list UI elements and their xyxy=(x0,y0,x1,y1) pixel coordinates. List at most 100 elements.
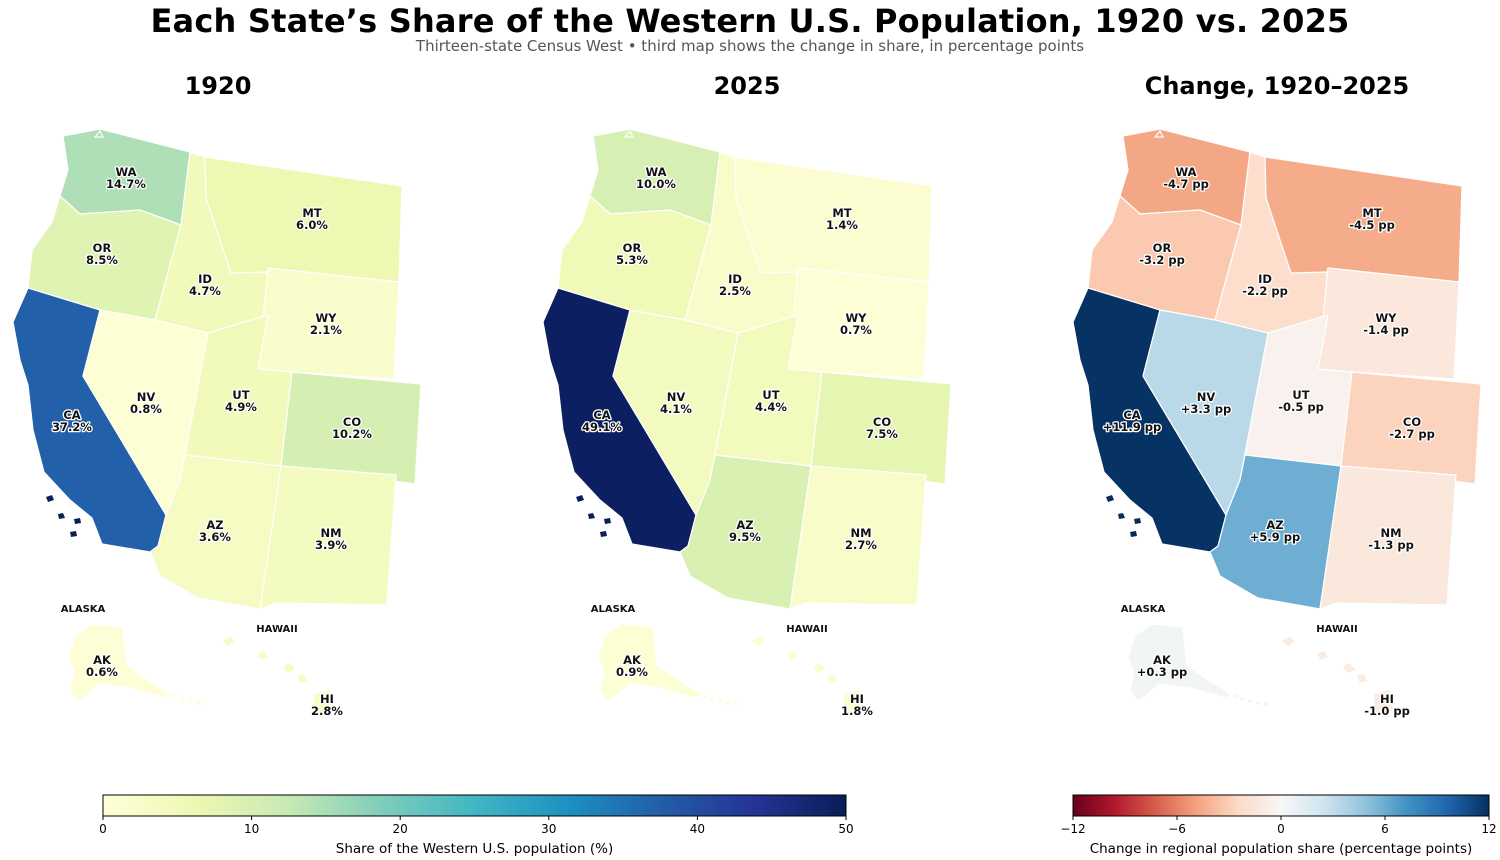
state-label-ca-1920: CA xyxy=(63,408,80,422)
share-colorbar-tick-label: 20 xyxy=(393,822,408,836)
state-label-wy-1920: WY xyxy=(315,311,337,325)
state-ak-island-2-1920 xyxy=(180,697,184,701)
state-value-wy-2025: 0.7% xyxy=(840,323,872,337)
state-ca-channel-island-4-change xyxy=(1130,531,1137,537)
state-value-ca-change: +11.9 pp xyxy=(1103,420,1161,434)
state-value-id-change: -2.2 pp xyxy=(1242,284,1288,298)
change-colorbar-tick-label: 0 xyxy=(1277,822,1285,836)
state-ak-island-4-1920 xyxy=(196,701,200,705)
state-value-wy-change: -1.4 pp xyxy=(1363,323,1409,337)
change-colorbar-tick-label: −6 xyxy=(1168,822,1186,836)
state-label-nv-1920: NV xyxy=(137,390,156,404)
state-label-az-change: AZ xyxy=(1266,518,1283,532)
change-colorbar-tick-label: −12 xyxy=(1060,822,1085,836)
state-label-nm-2025: NM xyxy=(850,526,871,540)
state-ca-channel-island-1-2025 xyxy=(576,495,584,502)
state-hi-island-4-change xyxy=(1357,674,1367,683)
change-colorbar: −12 −6 0 6 12 Change in regional population s… xyxy=(1060,794,1497,857)
state-wa-island-1920 xyxy=(93,129,104,138)
state-value-co-2025: 7.5% xyxy=(866,427,898,441)
state-value-ca-2025: 49.1% xyxy=(582,420,622,434)
state-value-id-1920: 4.7% xyxy=(189,284,221,298)
inset-label-alaska-2025: ALASKA xyxy=(591,604,636,615)
state-label-id-1920: ID xyxy=(198,272,212,286)
figure-subtitle: Thirteen-state Census West • third map s… xyxy=(415,37,1085,55)
state-ak-island-4-2025 xyxy=(726,701,730,705)
state-ak-island-1-change xyxy=(1233,694,1237,698)
state-ca-channel-island-2-2025 xyxy=(588,513,595,519)
state-ak-island-4-change xyxy=(1256,701,1260,705)
state-ak-island-3-change xyxy=(1248,699,1252,703)
state-hi-island-4-1920 xyxy=(297,674,307,683)
state-label-nv-2025: NV xyxy=(667,390,686,404)
state-nm-change xyxy=(1319,465,1457,610)
state-label-ut-change: UT xyxy=(1292,388,1309,402)
state-value-nm-1920: 3.9% xyxy=(315,538,347,552)
state-ca-channel-island-2-change xyxy=(1118,513,1125,519)
state-value-nm-change: -1.3 pp xyxy=(1368,538,1414,552)
state-co-1920 xyxy=(280,371,422,485)
state-value-hi-2025: 1.8% xyxy=(841,704,873,718)
state-hi-island-1-change xyxy=(1282,637,1295,646)
change-colorbar-tick-label: 12 xyxy=(1481,822,1496,836)
state-value-ca-1920: 37.2% xyxy=(52,420,92,434)
state-label-wy-2025: WY xyxy=(845,311,867,325)
state-ca-channel-island-4-2025 xyxy=(600,531,607,537)
inset-label-hawaii-change: HAWAII xyxy=(1316,624,1357,635)
state-value-wa-2025: 10.0% xyxy=(636,177,676,191)
state-label-mt-1920: MT xyxy=(302,206,321,220)
share-colorbar-tick-label: 0 xyxy=(99,822,107,836)
state-value-or-2025: 5.3% xyxy=(616,253,648,267)
state-label-nm-change: NM xyxy=(1380,526,1401,540)
state-ak-island-3-1920 xyxy=(188,699,192,703)
state-label-co-2025: CO xyxy=(873,415,891,429)
inset-label-hawaii-2025: HAWAII xyxy=(786,624,827,635)
panel-title-1920: 1920 xyxy=(184,72,252,100)
state-label-wa-2025: WA xyxy=(645,165,666,179)
state-ak-island-2-2025 xyxy=(710,697,714,701)
state-hi-island-1-2025 xyxy=(752,637,765,646)
inset-label-alaska-change: ALASKA xyxy=(1121,604,1166,615)
state-value-or-change: -3.2 pp xyxy=(1139,253,1185,267)
state-ca-channel-island-4-1920 xyxy=(70,531,77,537)
share-colorbar: 0 10 20 30 40 50 Share of the Western U.S. pop… xyxy=(99,794,854,857)
state-value-or-1920: 8.5% xyxy=(86,253,118,267)
state-value-az-2025: 9.5% xyxy=(729,530,761,544)
state-label-id-change: ID xyxy=(1258,272,1272,286)
state-value-id-2025: 2.5% xyxy=(719,284,751,298)
state-ca-channel-island-3-1920 xyxy=(74,518,81,524)
state-nm-1920 xyxy=(259,465,397,610)
state-value-co-change: -2.7 pp xyxy=(1389,427,1435,441)
state-value-hi-1920: 2.8% xyxy=(311,704,343,718)
state-value-ut-2025: 4.4% xyxy=(755,400,787,414)
state-value-ut-change: -0.5 pp xyxy=(1278,400,1324,414)
state-ca-channel-island-3-change xyxy=(1134,518,1141,524)
state-co-change xyxy=(1340,371,1482,485)
state-label-ut-1920: UT xyxy=(232,388,249,402)
state-label-nm-1920: NM xyxy=(320,526,341,540)
state-label-wy-change: WY xyxy=(1375,311,1397,325)
state-ca-channel-island-2-1920 xyxy=(58,513,65,519)
state-hi-2025 xyxy=(842,688,864,719)
state-ak-2025 xyxy=(597,623,704,703)
state-hi-island-4-2025 xyxy=(827,674,837,683)
state-wa-island-change xyxy=(1153,129,1164,138)
state-ak-island-1-1920 xyxy=(173,694,177,698)
share-colorbar-tick-label: 30 xyxy=(541,822,556,836)
state-label-or-2025: OR xyxy=(623,241,642,255)
state-value-az-change: +5.9 pp xyxy=(1250,530,1300,544)
figure-title: Each State’s Share of the Western U.S. P… xyxy=(150,2,1350,40)
state-value-wa-change: -4.7 pp xyxy=(1163,177,1209,191)
state-ak-island-2-change xyxy=(1240,697,1244,701)
state-hi-island-2-1920 xyxy=(257,651,268,660)
state-ca-channel-island-1-change xyxy=(1106,495,1114,502)
state-value-nv-1920: 0.8% xyxy=(130,402,162,416)
panel-title-2025: 2025 xyxy=(713,72,781,100)
state-label-or-1920: OR xyxy=(93,241,112,255)
share-colorbar-frame xyxy=(102,794,847,817)
state-label-ut-2025: UT xyxy=(762,388,779,402)
